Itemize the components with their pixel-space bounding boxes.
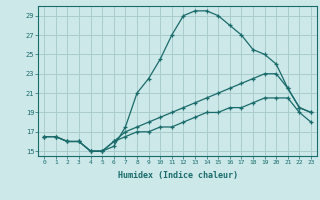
X-axis label: Humidex (Indice chaleur): Humidex (Indice chaleur) [118,171,238,180]
